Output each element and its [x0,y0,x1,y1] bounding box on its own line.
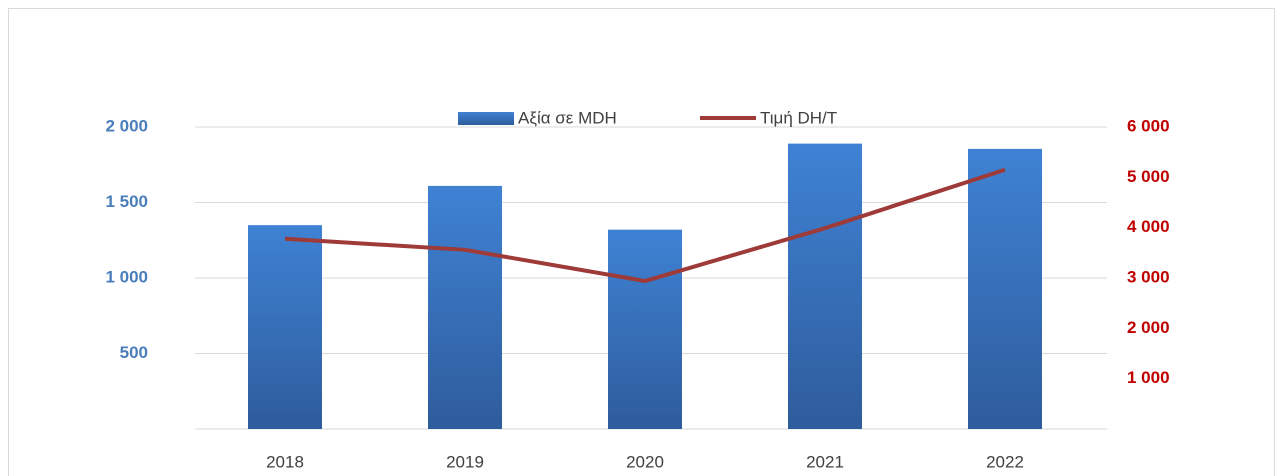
y-tick-label: 1 500 [105,192,148,211]
y2-tick-label: 4 000 [1127,217,1170,236]
bar [428,185,502,429]
y-tick-label: 1 000 [105,267,148,286]
bar [608,229,682,429]
x-tick-label: 2018 [266,452,304,471]
x-tick-label: 2021 [806,452,844,471]
x-tick-label: 2022 [986,452,1024,471]
y-tick-label: 500 [120,343,148,362]
x-tick-label: 2020 [626,452,664,471]
legend-label: Αξία σε MDH [518,108,617,127]
bar [788,143,862,430]
line-series [284,167,1006,284]
bar [248,225,322,429]
y2-tick-label: 1 000 [1127,368,1170,387]
legend-label: Τιμή DH/T [760,108,837,127]
y2-tick-label: 3 000 [1127,267,1170,286]
bar [968,148,1042,429]
y2-tick-label: 2 000 [1127,318,1170,337]
y-tick-label: 2 000 [105,116,148,135]
x-tick-label: 2019 [446,452,484,471]
y2-tick-label: 6 000 [1127,116,1170,135]
y2-tick-label: 5 000 [1127,167,1170,186]
legend-swatch [458,112,514,125]
